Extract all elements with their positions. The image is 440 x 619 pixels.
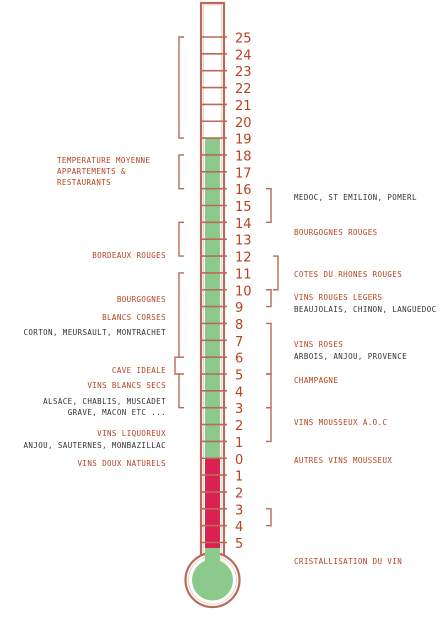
- bracket-right-8-5: [266, 322, 272, 375]
- scale-label: 14: [235, 217, 252, 232]
- bulb-fill: [192, 559, 233, 601]
- thermometer-tube: [184, 1, 241, 609]
- scale-label-negative: 2: [235, 486, 243, 501]
- label-bordeaux-rouges: BORDEAUX ROUGES: [92, 251, 166, 260]
- label-temperature-moyenne-1: TEMPERATURE MOYENNE: [57, 156, 151, 165]
- bracket-right-neg3-neg4: [266, 508, 272, 527]
- scale-label: 6: [235, 352, 243, 367]
- bulb-neck: [205, 548, 220, 562]
- scale-label: 24: [235, 48, 252, 63]
- scale-label: 5: [235, 369, 243, 384]
- temperature-scale: 2524232221201918171615141312111098765432…: [235, 32, 252, 553]
- scale-label: 22: [235, 82, 252, 97]
- label-alsace: ALSACE, CHABLIS, MUSCADET: [43, 397, 166, 406]
- bracket-right-5-3: [266, 373, 272, 409]
- liquid-green-fill: [205, 138, 220, 459]
- label-autres-vins-mousseux: AUTRES VINS MOUSSEUX: [294, 456, 393, 465]
- label-cotes-du-rhone: COTES DU RHONES ROUGES: [294, 270, 403, 279]
- scale-label: 13: [235, 234, 252, 249]
- bracket-left-5-3: [178, 373, 184, 409]
- label-vins-mousseux-aoc: VINS MOUSSEUX A.O.C: [294, 418, 388, 427]
- bracket-right-12-10: [273, 255, 279, 291]
- range-brackets: [174, 36, 279, 527]
- scale-label: 0: [235, 453, 243, 468]
- scale-label: 23: [235, 65, 252, 80]
- bracket-right-10-9: [266, 289, 272, 308]
- bracket-right-3-1: [266, 407, 272, 443]
- label-vins-doux-naturels: VINS DOUX NATURELS: [77, 459, 166, 468]
- scale-label: 21: [235, 99, 252, 114]
- label-temperature-moyenne-3: RESTAURANTS: [57, 178, 112, 187]
- label-cristallisation: CRISTALLISATION DU VIN: [294, 557, 403, 566]
- scale-label: 15: [235, 200, 252, 215]
- scale-label-negative: 5: [235, 537, 243, 552]
- label-vins-roses: VINS ROSES: [294, 340, 344, 349]
- label-cave-ideale: CAVE IDEALE: [111, 366, 166, 375]
- scale-label: 4: [235, 385, 243, 400]
- label-champagne: CHAMPAGNE: [294, 376, 339, 385]
- bracket-right-16-14: [266, 187, 272, 224]
- scale-label-negative: 4: [235, 520, 243, 535]
- label-anjou-sauternes: ANJOU, SAUTERNES, MONBAZILLAC: [23, 441, 166, 450]
- label-vins-blancs-secs: VINS BLANCS SECS: [87, 381, 166, 390]
- scale-label: 19: [235, 133, 252, 148]
- label-grave: GRAVE, MACON ETC ...: [67, 408, 166, 417]
- bracket-left-18-16: [178, 154, 184, 190]
- label-blancs-corses: BLANCS CORSES: [102, 313, 166, 322]
- scale-label: 8: [235, 318, 243, 333]
- scale-label: 7: [235, 335, 243, 350]
- scale-label: 9: [235, 301, 243, 316]
- label-vins-rouges-legers: VINS ROUGES LEGERS: [294, 293, 383, 302]
- bracket-left-14-12: [178, 221, 184, 257]
- scale-label: 20: [235, 116, 252, 131]
- label-beaujolais: BEAUJOLAIS, CHINON, LANGUEDOC: [294, 305, 437, 314]
- label-bourgognes: BOURGOGNES: [116, 295, 166, 304]
- scale-label: 3: [235, 402, 243, 417]
- label-arbois: ARBOIS, ANJOU, PROVENCE: [294, 352, 408, 361]
- label-temperature-moyenne-2: APPARTEMENTS &: [57, 167, 126, 176]
- label-vins-liquoreux: VINS LIQUOREUX: [97, 429, 166, 438]
- scale-label: 16: [235, 183, 252, 198]
- bracket-left-6-5: [174, 356, 180, 375]
- scale-label: 25: [235, 32, 252, 47]
- bracket-left-25-19: [178, 36, 184, 139]
- liquid-red-fill: [205, 458, 220, 553]
- label-bourgognes-rouges: BOURGOGNES ROUGES: [294, 228, 378, 237]
- label-corton: CORTON, MEURSAULT, MONTRACHET: [23, 328, 166, 337]
- scale-label: 17: [235, 166, 252, 181]
- scale-label-negative: 1: [235, 470, 243, 485]
- bracket-left-11-6: [178, 272, 184, 358]
- label-medoc: MEDOC, ST EMILION, POMERL: [294, 193, 417, 202]
- scale-label: 12: [235, 251, 252, 266]
- scale-label: 1: [235, 436, 243, 451]
- scale-label: 18: [235, 149, 252, 164]
- scale-label: 11: [235, 267, 252, 282]
- scale-label: 2: [235, 419, 243, 434]
- scale-label: 10: [235, 284, 252, 299]
- scale-label-negative: 3: [235, 503, 243, 518]
